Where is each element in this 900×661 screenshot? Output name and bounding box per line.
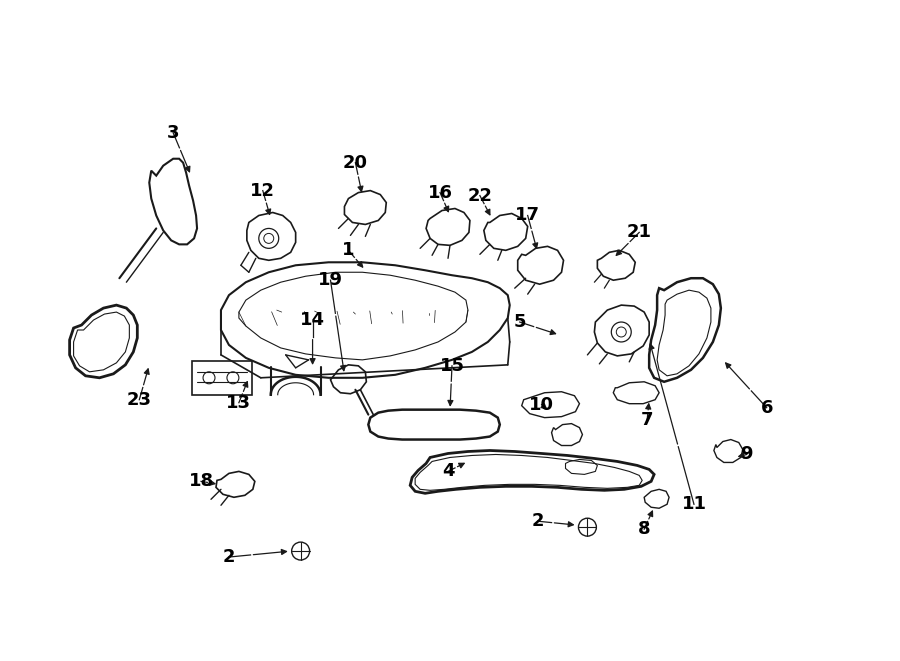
Text: 21: 21 <box>626 223 652 241</box>
Text: 17: 17 <box>515 206 540 225</box>
Text: 14: 14 <box>300 311 325 329</box>
Text: 23: 23 <box>127 391 152 408</box>
Text: 2: 2 <box>531 512 544 530</box>
Text: 1: 1 <box>342 241 355 259</box>
Text: 16: 16 <box>428 184 453 202</box>
Text: 18: 18 <box>188 473 213 490</box>
Text: 12: 12 <box>250 182 275 200</box>
Text: 10: 10 <box>529 396 554 414</box>
Text: 4: 4 <box>442 463 454 481</box>
Text: 20: 20 <box>343 154 368 172</box>
Text: 22: 22 <box>467 186 492 204</box>
Text: 19: 19 <box>318 271 343 290</box>
Text: 11: 11 <box>681 495 706 514</box>
Text: 8: 8 <box>638 520 651 538</box>
Text: 6: 6 <box>760 399 773 416</box>
Circle shape <box>579 518 597 536</box>
Text: 9: 9 <box>741 446 753 463</box>
Text: 13: 13 <box>227 394 251 412</box>
Text: 2: 2 <box>222 548 235 566</box>
Text: 7: 7 <box>641 410 653 428</box>
Text: 3: 3 <box>166 124 179 142</box>
Text: 15: 15 <box>439 357 464 375</box>
Text: 5: 5 <box>514 313 526 331</box>
Circle shape <box>292 542 310 560</box>
